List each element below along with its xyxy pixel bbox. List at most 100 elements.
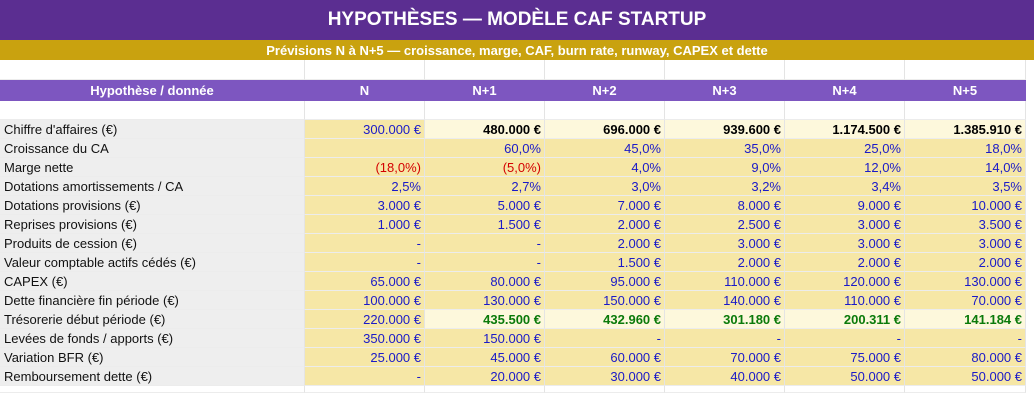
value-cell[interactable]: 18,0% [905,139,1026,158]
column-header[interactable]: N+3 [665,80,785,101]
row-label[interactable]: Remboursement dette (€) [0,367,305,386]
row-label[interactable]: Trésorerie début période (€) [0,310,305,329]
column-header[interactable]: N+1 [425,80,545,101]
value-cell[interactable]: 3.000 € [305,196,425,215]
column-header[interactable]: N+4 [785,80,905,101]
cell[interactable] [0,60,305,80]
value-cell[interactable]: 141.184 € [905,310,1026,329]
value-cell[interactable]: 3.000 € [785,234,905,253]
cell[interactable] [305,60,425,80]
cell[interactable] [0,101,305,120]
value-cell[interactable]: 75.000 € [785,348,905,367]
cell[interactable] [545,60,665,80]
value-cell[interactable]: 939.600 € [665,120,785,139]
value-cell[interactable]: 3,0% [545,177,665,196]
row-label[interactable]: Chiffre d'affaires (€) [0,120,305,139]
cell[interactable] [905,386,1026,393]
value-cell[interactable]: 2,5% [305,177,425,196]
value-cell[interactable]: 3,4% [785,177,905,196]
value-cell[interactable]: - [905,329,1026,348]
value-cell[interactable]: - [305,234,425,253]
value-cell[interactable]: 80.000 € [425,272,545,291]
row-label[interactable]: Dette financière fin période (€) [0,291,305,310]
value-cell[interactable]: 2.000 € [545,234,665,253]
value-cell[interactable]: 435.500 € [425,310,545,329]
value-cell[interactable]: 10.000 € [905,196,1026,215]
value-cell[interactable]: (18,0%) [305,158,425,177]
value-cell[interactable]: 2.000 € [545,215,665,234]
value-cell[interactable]: 8.000 € [665,196,785,215]
value-cell[interactable]: 30.000 € [545,367,665,386]
cell[interactable] [545,101,665,120]
value-cell[interactable]: 200.311 € [785,310,905,329]
value-cell[interactable]: 100.000 € [305,291,425,310]
value-cell[interactable]: 9.000 € [785,196,905,215]
row-label[interactable]: CAPEX (€) [0,272,305,291]
value-cell[interactable]: 60,0% [425,139,545,158]
value-cell[interactable]: 2.500 € [665,215,785,234]
column-header[interactable]: Hypothèse / donnée [0,80,305,101]
value-cell[interactable]: - [545,329,665,348]
column-header[interactable]: N [305,80,425,101]
value-cell[interactable]: - [305,253,425,272]
cell[interactable] [305,386,425,393]
value-cell[interactable]: - [785,329,905,348]
row-label[interactable]: Levées de fonds / apports (€) [0,329,305,348]
value-cell[interactable]: 1.000 € [305,215,425,234]
value-cell[interactable]: 220.000 € [305,310,425,329]
value-cell[interactable]: 3.500 € [905,215,1026,234]
value-cell[interactable]: 110.000 € [785,291,905,310]
value-cell[interactable]: - [305,367,425,386]
column-header[interactable]: N+2 [545,80,665,101]
value-cell[interactable]: 1.385.910 € [905,120,1026,139]
value-cell[interactable]: 110.000 € [665,272,785,291]
cell[interactable] [785,101,905,120]
value-cell[interactable]: 300.000 € [305,120,425,139]
value-cell[interactable]: 3.000 € [785,215,905,234]
value-cell[interactable]: 2.000 € [665,253,785,272]
value-cell[interactable]: 20.000 € [425,367,545,386]
value-cell[interactable]: 70.000 € [905,291,1026,310]
cell[interactable] [785,386,905,393]
cell[interactable] [905,60,1026,80]
cell[interactable] [665,60,785,80]
row-label[interactable]: Valeur comptable actifs cédés (€) [0,253,305,272]
value-cell[interactable]: 65.000 € [305,272,425,291]
value-cell[interactable]: 480.000 € [425,120,545,139]
cell[interactable] [425,101,545,120]
value-cell[interactable]: 432.960 € [545,310,665,329]
value-cell[interactable]: 1.174.500 € [785,120,905,139]
value-cell[interactable]: 3.000 € [665,234,785,253]
row-label[interactable]: Marge nette [0,158,305,177]
value-cell[interactable]: 5.000 € [425,196,545,215]
value-cell[interactable]: 40.000 € [665,367,785,386]
value-cell[interactable]: 25.000 € [305,348,425,367]
value-cell[interactable]: 9,0% [665,158,785,177]
row-label[interactable]: Dotations amortissements / CA [0,177,305,196]
value-cell[interactable]: 3.000 € [905,234,1026,253]
value-cell[interactable]: 350.000 € [305,329,425,348]
row-label[interactable]: Croissance du CA [0,139,305,158]
row-label[interactable]: Reprises provisions (€) [0,215,305,234]
value-cell[interactable]: 150.000 € [545,291,665,310]
value-cell[interactable]: - [665,329,785,348]
cell[interactable] [785,60,905,80]
value-cell[interactable]: 45,0% [545,139,665,158]
value-cell[interactable]: 80.000 € [905,348,1026,367]
value-cell[interactable]: 25,0% [785,139,905,158]
cell[interactable] [545,386,665,393]
value-cell[interactable]: 301.180 € [665,310,785,329]
cell[interactable] [425,60,545,80]
value-cell[interactable]: 7.000 € [545,196,665,215]
value-cell[interactable]: 1.500 € [425,215,545,234]
value-cell[interactable]: 140.000 € [665,291,785,310]
value-cell[interactable]: 696.000 € [545,120,665,139]
value-cell[interactable]: 60.000 € [545,348,665,367]
cell[interactable] [905,101,1026,120]
value-cell[interactable]: 70.000 € [665,348,785,367]
value-cell[interactable]: 4,0% [545,158,665,177]
row-label[interactable]: Produits de cession (€) [0,234,305,253]
row-label[interactable]: Dotations provisions (€) [0,196,305,215]
value-cell[interactable]: 3,5% [905,177,1026,196]
cell[interactable] [665,101,785,120]
